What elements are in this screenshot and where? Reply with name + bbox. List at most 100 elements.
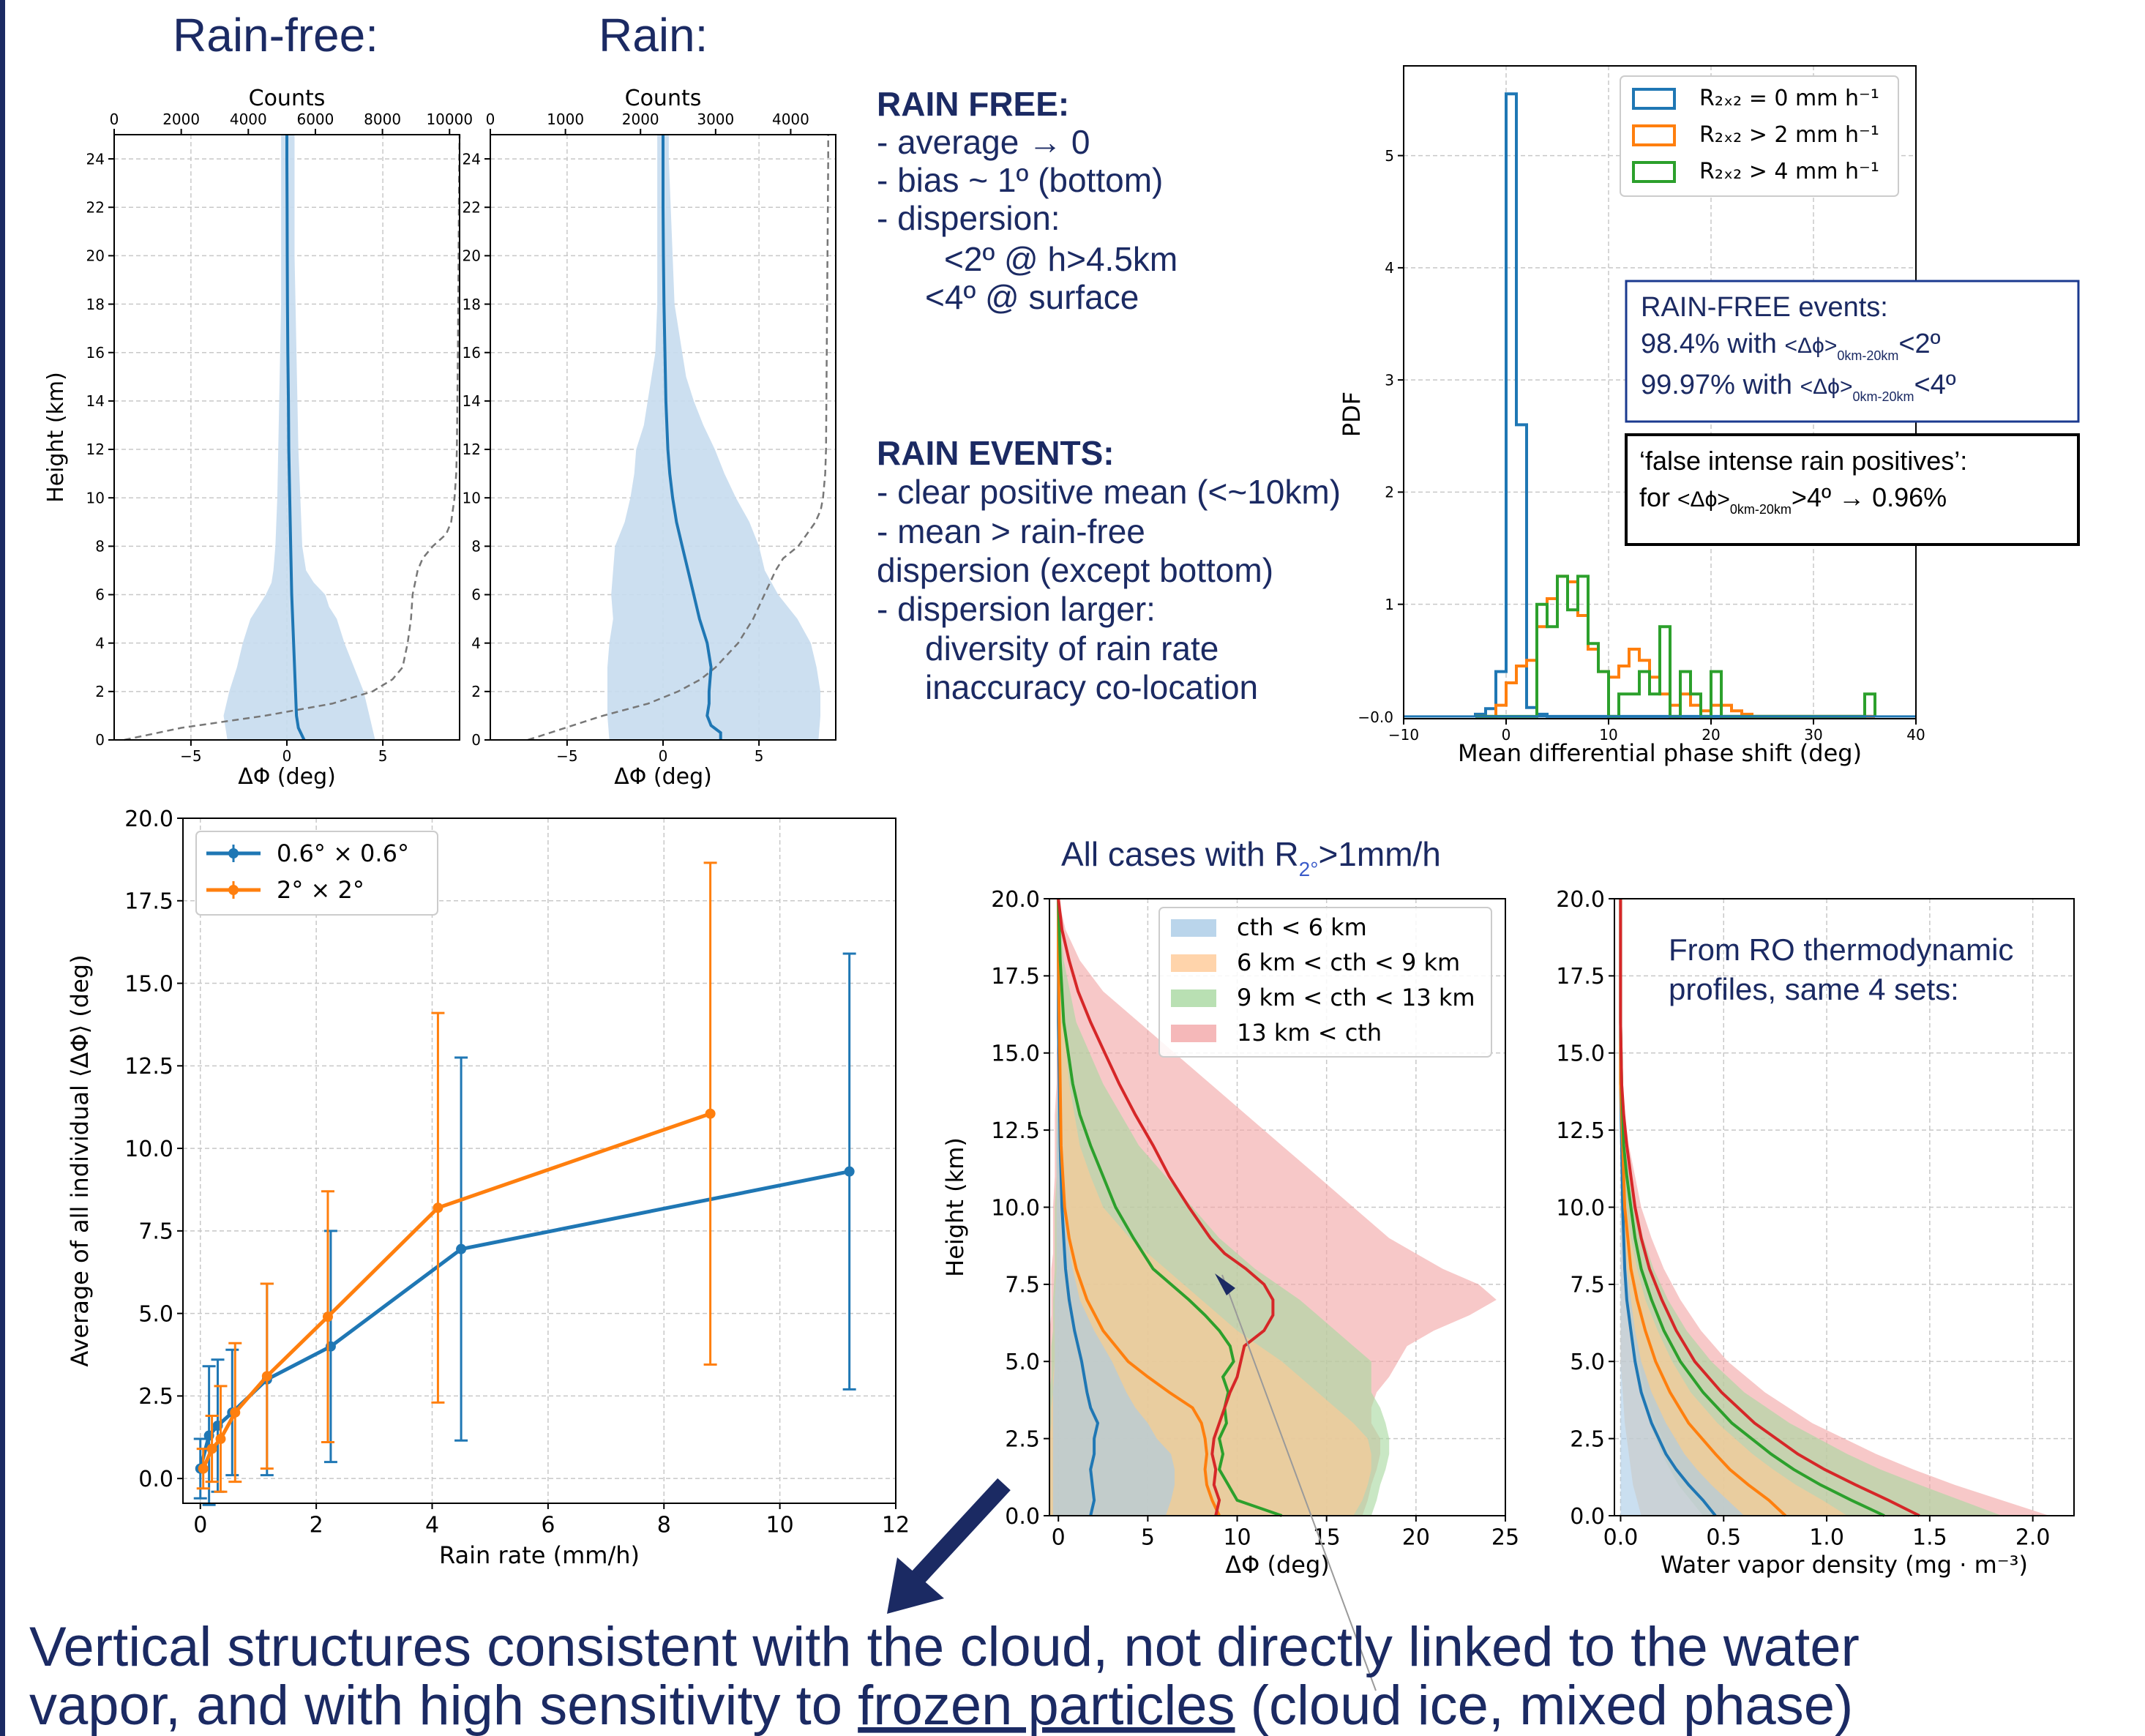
y-tick-label: 5.0 [138, 1301, 173, 1327]
histogram-series [1475, 575, 1875, 718]
y-tick-label: 20.0 [991, 887, 1040, 913]
notes-rain-line: - mean > rain-free [877, 512, 1145, 550]
legend-swatch [1171, 919, 1216, 937]
legend-swatch [1171, 989, 1216, 1007]
notes-rain: RAIN EVENTS: - clear positive mean (<~10… [877, 434, 1341, 706]
x-tick-label: 0.5 [1706, 1525, 1741, 1551]
x-tick-label: −5 [556, 747, 577, 765]
y-tick-label: 20.0 [124, 807, 173, 832]
y-tick-label: 0 [95, 731, 105, 749]
y-tick-label: 0.0 [1570, 1504, 1605, 1530]
top-axis-label: Counts [249, 86, 326, 111]
spread-band [1620, 899, 1745, 1516]
series-line [201, 1112, 711, 1470]
y-tick-label: 16 [463, 344, 481, 362]
box-false-positives: ‘false intense rain positives’: for <Δϕ>… [1625, 433, 2080, 546]
y-tick-label: 2.5 [1005, 1426, 1040, 1452]
spread-band [223, 135, 375, 740]
notes-rain-heading: RAIN EVENTS: [877, 434, 1115, 472]
y-tick-label: 5.0 [1570, 1350, 1605, 1375]
annotation-pointer [1221, 1274, 1377, 1691]
notes-rain-free: RAIN FREE: - average → 0 - bias ~ 1º (bo… [877, 85, 1178, 316]
x-tick-label: 20 [1702, 726, 1720, 744]
legend-frame [1620, 75, 1899, 197]
y-axis-label: PDF [1338, 392, 1366, 437]
water-vapor-chart: 0.0 0.5 1.0 1.5 2.0 0.0 2.5 5.0 7.5 10.0 12.5 15.0 1… [1556, 887, 2075, 1579]
y-tick-label: 12 [86, 441, 105, 458]
y-tick-label: 7.5 [1570, 1273, 1605, 1298]
y-tick-label: 8 [471, 538, 481, 555]
notes-rain-line: - dispersion larger: [877, 590, 1156, 628]
data-point [230, 1407, 241, 1418]
y-tick-label: 16 [86, 344, 105, 362]
x-tick-label: 4 [425, 1513, 439, 1538]
legend-label: 6 km < cth < 9 km [1237, 949, 1460, 976]
x-tick-label: −5 [180, 747, 201, 765]
mean-line [1057, 898, 1275, 1516]
x-tick-label: 0 [282, 747, 292, 765]
data-point [198, 1463, 209, 1474]
legend-label: R₂ₓ₂ > 2 mm h⁻¹ [1699, 122, 1879, 148]
x-tick-label: 25 [1491, 1525, 1519, 1551]
legend-label: R₂ₓ₂ = 0 mm h⁻¹ [1699, 86, 1879, 111]
y-tick-label: 0 [471, 731, 481, 749]
legend-label: 0.6° × 0.6° [277, 839, 409, 867]
y-tick-label: 1 [1385, 596, 1394, 613]
notes-rain-line: dispersion (except bottom) [877, 551, 1273, 589]
y-tick-label: 4 [95, 635, 105, 652]
y-tick-label: 15.0 [991, 1041, 1040, 1067]
y-tick-label: 2 [95, 683, 105, 700]
x-axis-label: ΔΦ (deg) [614, 764, 712, 790]
notes-rain-line: diversity of rain rate [925, 629, 1219, 667]
box-line: 99.97% with <Δϕ>0km-20km<4º [1641, 370, 1956, 404]
legend-frame [1158, 907, 1492, 1058]
box-line: for <Δϕ>0km-20km>4º → 0.96% [1639, 482, 1947, 517]
y-tick-label: 14 [463, 392, 481, 410]
x-tick-label: 0 [193, 1513, 207, 1538]
y-tick-label: 4 [471, 635, 481, 652]
x-tick-label: 1.0 [1809, 1525, 1844, 1551]
plot-frame [182, 818, 896, 1504]
x-tick-label: 2.0 [2015, 1525, 2051, 1551]
legend-label: R₂ₓ₂ > 4 mm h⁻¹ [1699, 159, 1879, 184]
spread-band [1052, 899, 1175, 1516]
y-tick-label: 20.0 [1556, 887, 1605, 913]
x-tick-label: 30 [1804, 726, 1822, 744]
y-tick-label: 15.0 [124, 971, 173, 997]
y-tick-label: 10 [463, 489, 481, 506]
y-tick-label: 20 [86, 247, 105, 265]
legend-swatch [1632, 124, 1676, 146]
legend-label: cth < 6 km [1237, 913, 1367, 941]
data-point [456, 1243, 467, 1254]
y-tick-label: −0.0 [1358, 708, 1393, 726]
y-tick-label: 2.5 [1570, 1426, 1605, 1452]
top-tick-label: 2000 [622, 111, 659, 128]
legend-label: 2° × 2° [277, 876, 364, 904]
y-tick-label: 24 [463, 150, 481, 168]
spread-band [1620, 899, 2050, 1516]
y-tick-label: 6 [95, 586, 105, 604]
y-tick-label: 3 [1385, 371, 1394, 389]
mean-line [1619, 899, 1920, 1517]
box-line: RAIN-FREE events: [1641, 292, 1888, 323]
legend-swatch [1632, 161, 1676, 183]
top-tick-label: 1000 [547, 111, 584, 128]
y-tick-label: 17.5 [124, 889, 173, 915]
data-point [322, 1312, 333, 1322]
title-rain-free: Rain-free: [173, 9, 378, 61]
x-tick-label: 8 [657, 1513, 671, 1538]
legend-swatch [1632, 88, 1676, 110]
y-tick-label: 10.0 [124, 1137, 173, 1162]
y-tick-label: 10.0 [991, 1195, 1040, 1221]
top-tick-label: 8000 [364, 111, 401, 128]
x-tick-label: 5 [1141, 1525, 1155, 1551]
notes-rain-free-line: - bias ~ 1º (bottom) [877, 161, 1163, 199]
y-tick-label: 12.5 [1556, 1118, 1605, 1144]
y-tick-label: 5 [1385, 147, 1394, 165]
legend-marker [228, 885, 239, 895]
x-axis-label: Mean differential phase shift (deg) [1458, 739, 1862, 767]
top-axis-label: Counts [625, 86, 702, 111]
x-tick-label: 5 [378, 747, 388, 765]
